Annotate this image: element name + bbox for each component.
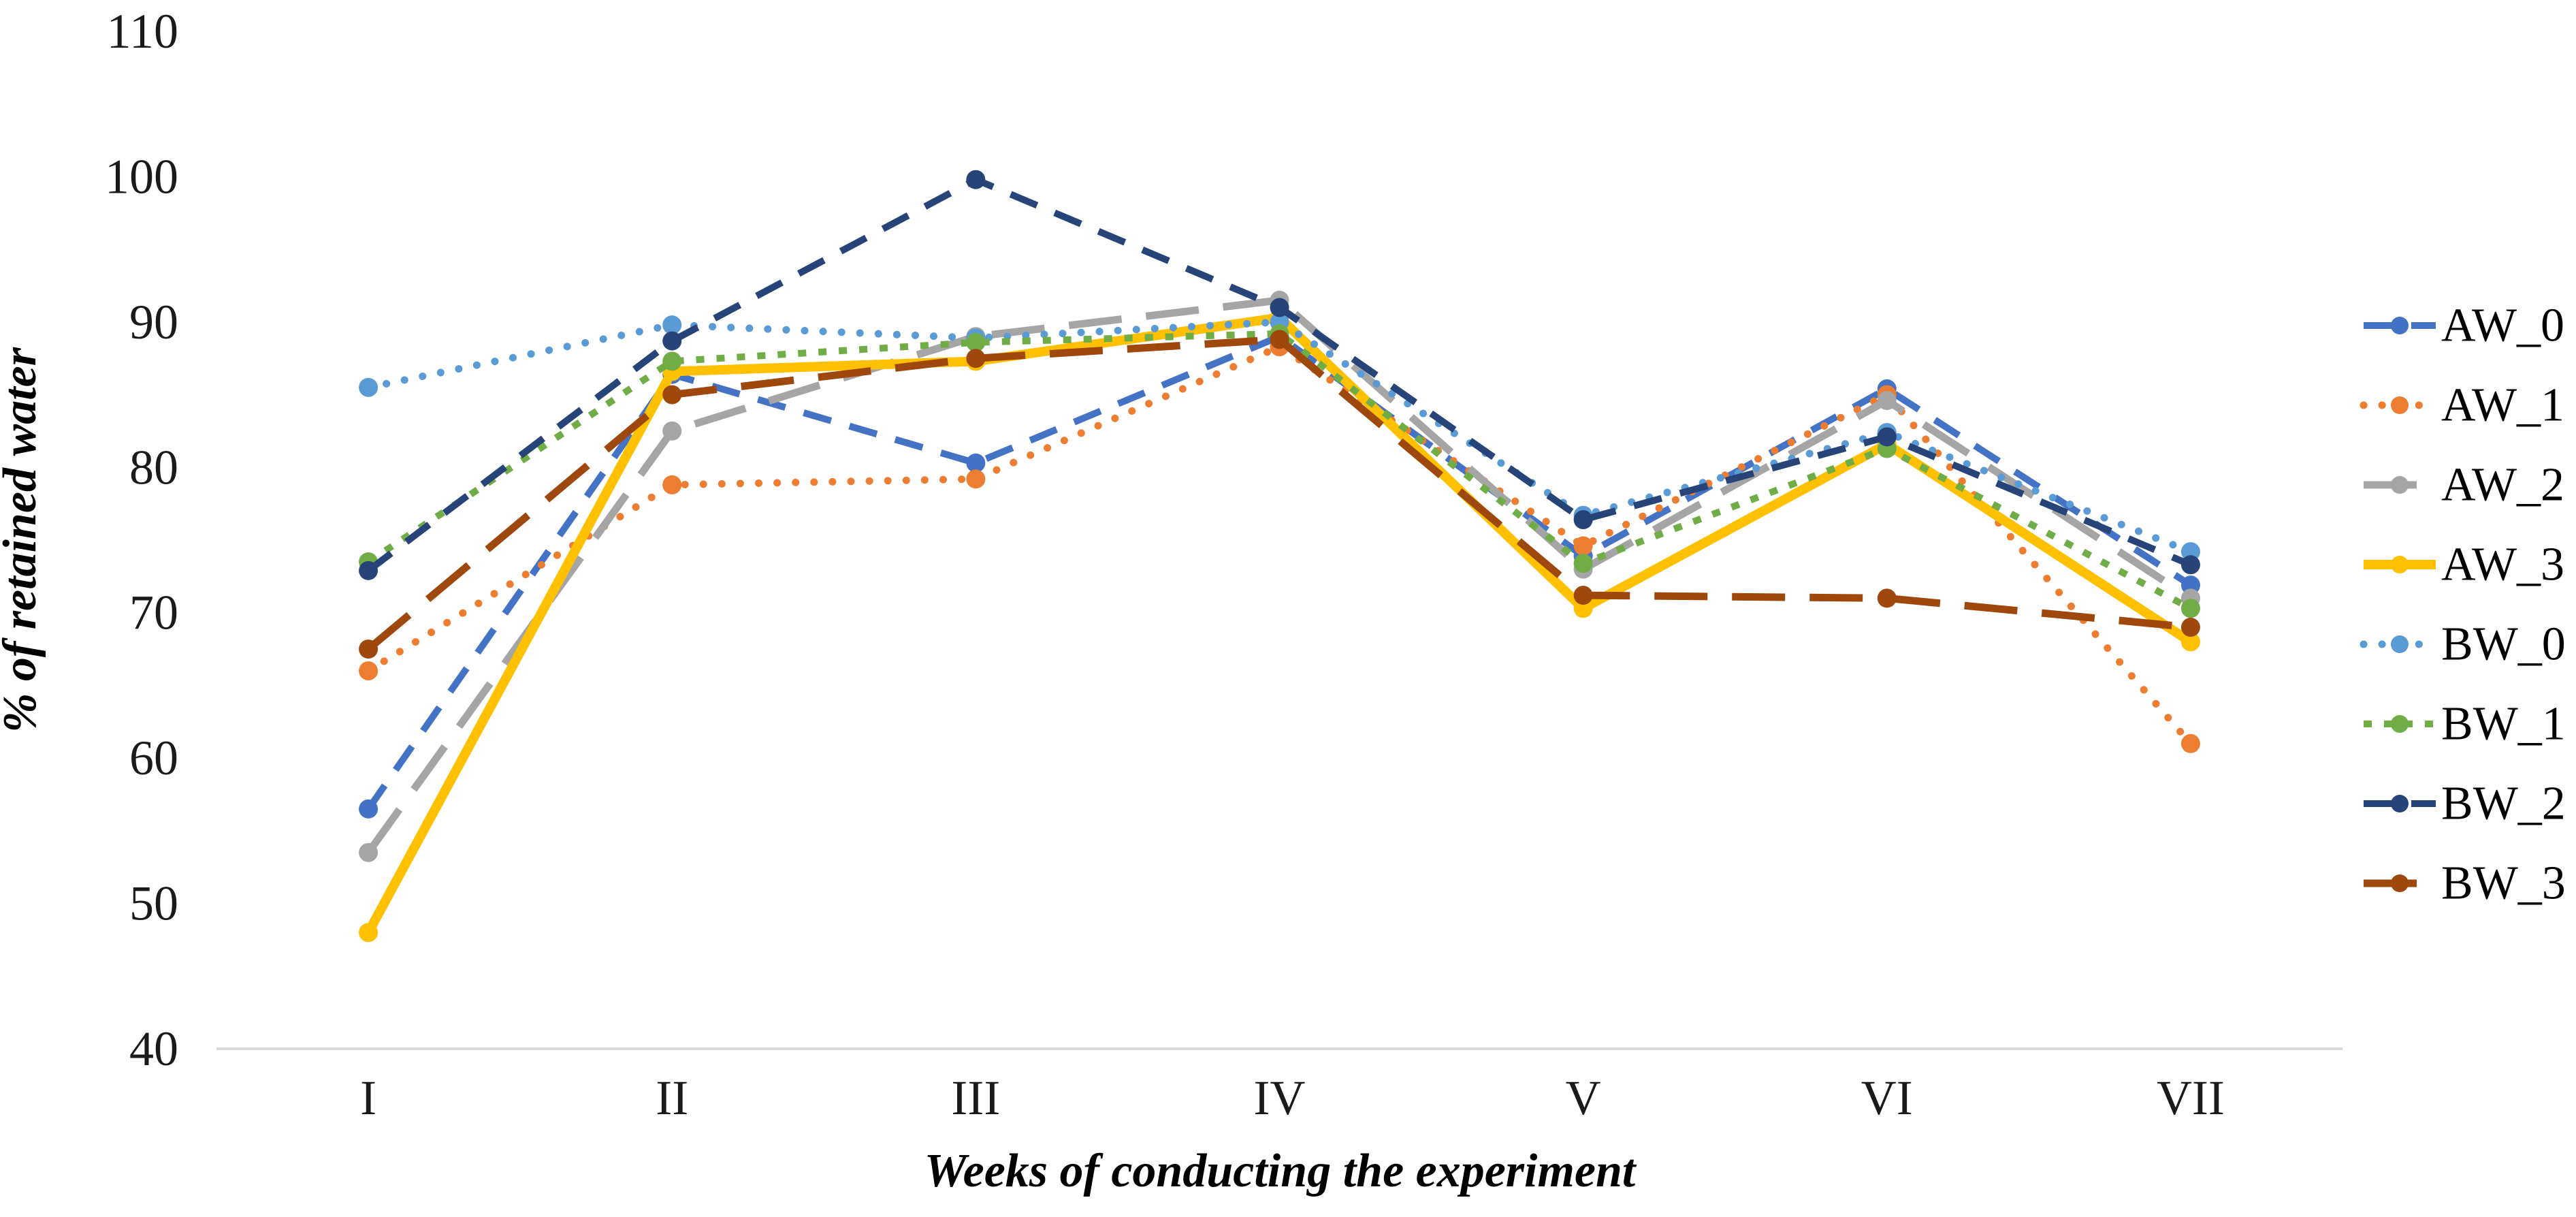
x-axis-tick-label: I <box>360 1071 376 1125</box>
data-point-BW_2-VI <box>1877 427 1897 447</box>
legend-item-BW_1: BW_1 <box>2364 698 2566 750</box>
data-point-BW_2-I <box>359 560 379 580</box>
legend-label: AW_2 <box>2441 459 2564 511</box>
legend-marker <box>2391 396 2409 414</box>
x-axis-tick-label: VII <box>2157 1071 2225 1125</box>
x-axis-tick-label: V <box>1566 1071 1601 1125</box>
data-point-BW_3-VII <box>2180 618 2200 637</box>
y-axis-tick-label: 60 <box>129 731 178 785</box>
data-point-BW_3-IV <box>1270 330 1289 349</box>
y-axis-title: % of retained water <box>0 347 46 733</box>
legend-label: BW_2 <box>2441 778 2566 830</box>
legend-marker <box>2391 476 2409 494</box>
data-point-AW_2-II <box>662 421 682 441</box>
data-point-AW_2-VI <box>1877 391 1897 411</box>
data-point-AW_0-III <box>966 453 986 473</box>
data-point-BW_2-IV <box>1270 298 1289 317</box>
data-point-AW_1-III <box>966 469 986 489</box>
data-point-BW_3-I <box>359 639 379 659</box>
data-point-AW_1-VII <box>2180 733 2200 753</box>
series-line-AW_2 <box>365 296 2193 855</box>
data-point-BW_2-VII <box>2180 555 2200 575</box>
legend-marker <box>2391 556 2409 573</box>
data-point-AW_3-V <box>1573 599 1593 618</box>
legend-label: AW_1 <box>2441 379 2564 432</box>
x-axis-tick-label: VI <box>1861 1071 1913 1125</box>
legend-marker <box>2391 795 2409 812</box>
y-axis-tick-label: 90 <box>129 295 178 349</box>
x-axis-tick-label: IV <box>1254 1071 1306 1125</box>
x-axis-tick-label: III <box>951 1071 1000 1125</box>
y-axis-tick-label: 80 <box>129 440 178 494</box>
legend-item-BW_3: BW_3 <box>2364 857 2566 910</box>
data-point-BW_3-VI <box>1877 588 1897 608</box>
legend-item-AW_0: AW_0 <box>2364 300 2564 352</box>
legend-marker <box>2391 874 2409 892</box>
legend-marker <box>2391 715 2409 733</box>
data-point-BW_2-III <box>966 170 986 189</box>
series-line-BW_3 <box>366 335 2191 652</box>
data-point-AW_0-VII <box>2180 575 2200 595</box>
data-point-BW_0-VII <box>2180 542 2200 562</box>
y-axis-tick-label: 100 <box>105 149 178 204</box>
data-point-AW_2-I <box>359 842 379 862</box>
data-point-BW_3-II <box>662 385 682 405</box>
data-point-BW_3-V <box>1573 586 1593 605</box>
y-axis-tick-label: 110 <box>107 4 178 59</box>
x-axis-title: Weeks of conducting the experiment <box>924 1145 1637 1197</box>
data-point-BW_2-II <box>662 331 682 351</box>
series-line-AW_0 <box>365 333 2193 811</box>
data-point-AW_1-II <box>662 475 682 494</box>
legend-label: BW_0 <box>2441 618 2566 671</box>
y-axis-tick-label: 40 <box>129 1022 178 1076</box>
data-point-BW_3-III <box>966 349 986 368</box>
y-axis-tick-label: 70 <box>129 586 178 640</box>
series-AW_1 <box>359 337 2200 753</box>
data-point-AW_3-VII <box>2180 632 2200 652</box>
legend-label: AW_0 <box>2441 300 2564 352</box>
y-axis-tick-label: 50 <box>129 876 178 931</box>
legend-label: BW_3 <box>2441 857 2566 910</box>
series-AW_3 <box>359 308 2200 943</box>
data-point-BW_1-V <box>1573 554 1593 573</box>
series-AW_2 <box>359 290 2200 862</box>
legend-item-AW_2: AW_2 <box>2364 459 2564 511</box>
data-point-AW_3-I <box>359 923 379 943</box>
data-point-AW_0-I <box>359 799 379 819</box>
legend-item-BW_2: BW_2 <box>2364 778 2566 830</box>
legend-label: BW_1 <box>2441 698 2566 750</box>
data-point-AW_1-V <box>1573 536 1593 556</box>
legend-marker <box>2391 317 2409 334</box>
legend-item-AW_3: AW_3 <box>2364 539 2564 591</box>
legend-item-AW_1: AW_1 <box>2360 379 2564 432</box>
series-BW_2 <box>359 170 2200 580</box>
legend-label: AW_3 <box>2441 539 2564 591</box>
legend-marker <box>2391 635 2409 653</box>
series-BW_3 <box>359 330 2200 659</box>
x-axis-tick-label: II <box>656 1071 688 1125</box>
data-point-AW_1-I <box>359 661 379 681</box>
legend-item-BW_0: BW_0 <box>2360 618 2566 671</box>
series-line-BW_2 <box>366 176 2192 573</box>
data-point-BW_0-II <box>662 315 682 335</box>
data-point-BW_1-II <box>662 351 682 371</box>
series-AW_0 <box>359 327 2200 819</box>
data-point-BW_2-V <box>1573 510 1593 530</box>
data-point-BW_1-VII <box>2180 599 2200 618</box>
data-point-BW_0-I <box>359 377 379 397</box>
data-point-BW_1-III <box>966 332 986 352</box>
